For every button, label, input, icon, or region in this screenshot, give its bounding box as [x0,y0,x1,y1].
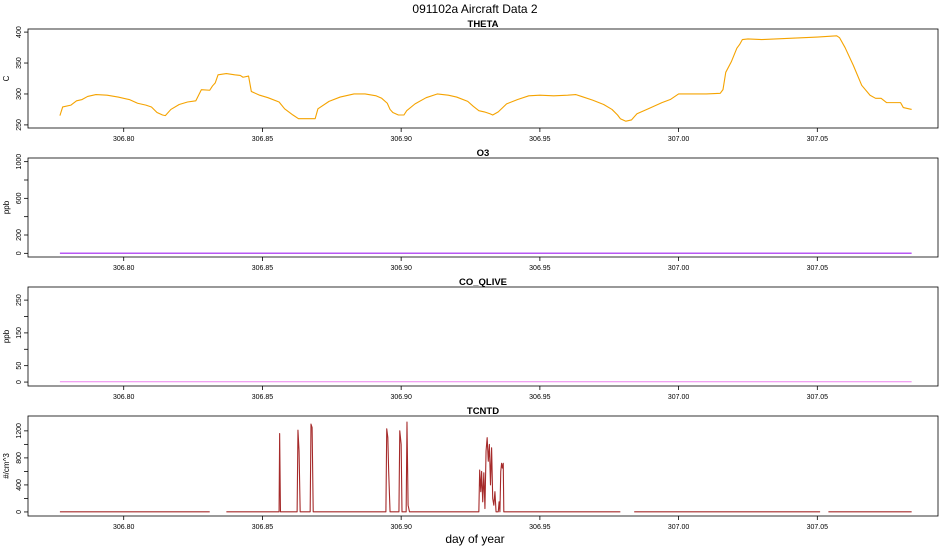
y-tick-label: 250 [16,119,23,131]
y-tick-label: 150 [16,327,23,339]
panel-0: THETA C 306.80 306.85 306.90 306.95 307.00 307.… [2,19,939,143]
panels-group: THETA C 306.80 306.85 306.90 306.95 307.00 307.… [2,19,939,531]
x-tick-label: 306.95 [529,394,551,401]
x-tick-label: 306.85 [252,394,274,401]
x-tick-label: 306.95 [529,265,551,272]
y-tick-label: 250 [16,294,23,306]
x-tick-label: 307.05 [807,265,829,272]
y-tick-label: 1200 [16,423,23,439]
x-tick-label: 307.00 [668,524,690,531]
x-tick-label: 306.90 [390,136,412,143]
y-axis-label: C [2,75,11,81]
x-tick-label: 306.95 [529,136,551,143]
x-tick-label: 306.80 [113,394,135,401]
x-tick-label: 307.05 [807,136,829,143]
x-tick-label: 306.80 [113,265,135,272]
x-tick-label: 307.00 [668,265,690,272]
panel-title: THETA [468,19,499,30]
y-tick-label: 350 [16,57,23,69]
y-axis-label: #/cm^3 [2,453,11,479]
y-tick-label: 0 [16,510,23,514]
x-tick-label: 306.80 [113,136,135,143]
x-tick-label: 307.00 [668,394,690,401]
x-tick-label: 307.00 [668,136,690,143]
y-tick-label: 600 [16,192,23,204]
y-tick-label: 0 [16,251,23,255]
x-tick-label: 306.85 [252,524,274,531]
x-tick-label: 306.90 [390,265,412,272]
y-tick-label: 1000 [16,154,23,170]
y-tick-label: 800 [16,452,23,464]
x-tick-label: 307.05 [807,524,829,531]
series-line-theta [59,35,912,122]
x-tick-label: 306.90 [390,394,412,401]
figure-title: 091102a Aircraft Data 2 [412,2,538,16]
plot-frame [27,157,939,258]
x-tick-label: 306.90 [390,524,412,531]
x-tick-label: 306.80 [113,524,135,531]
panel-title: CO_QLIVE [459,277,507,288]
y-tick-label: 50 [16,362,23,370]
y-axis-label: ppb [2,329,11,343]
panel-title: O3 [477,148,490,159]
x-tick-label: 307.05 [807,394,829,401]
plot-frame [27,286,939,387]
y-tick-label: 400 [16,26,23,38]
plot-frame [27,28,939,129]
y-tick-label: 300 [16,88,23,100]
y-axis-label: ppb [2,200,11,214]
y-tick-label: 200 [16,229,23,241]
y-tick-label: 400 [16,479,23,491]
y-tick-label: 0 [16,380,23,384]
x-tick-label: 306.85 [252,136,274,143]
x-axis-label: day of year [445,532,504,546]
panel-title: TCNTD [467,406,499,417]
plot-frame [27,415,939,517]
series-line-tcntd [226,421,621,513]
panel-1: O3 ppb 306.80 306.85 306.90 306.95 307.00 307.0… [2,148,939,272]
x-tick-label: 306.95 [529,524,551,531]
x-tick-label: 306.85 [252,265,274,272]
panel-3: TCNTD #/cm^3 306.80 306.85 306.90 306.95 307.0… [2,406,939,531]
